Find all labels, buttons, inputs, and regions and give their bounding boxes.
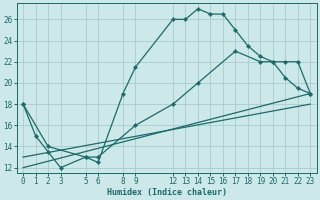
X-axis label: Humidex (Indice chaleur): Humidex (Indice chaleur) xyxy=(107,188,227,197)
